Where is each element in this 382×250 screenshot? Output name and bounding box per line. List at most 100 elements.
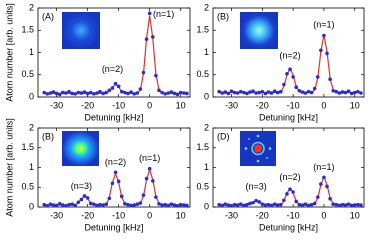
annotation: (n=2) [279,50,300,60]
data-point [337,203,342,208]
x-tick-label: -10 [287,100,300,110]
y-tick-label: 0.5 [196,69,209,79]
data-point [129,90,133,94]
inset-image [62,131,99,166]
data-point [70,202,74,207]
data-point [346,89,351,94]
data-point [352,90,357,95]
x-axis-label: Detuning [kHz] [259,112,318,122]
inset-spot [248,138,250,140]
data-point [82,194,87,198]
data-point [334,89,339,94]
y-tick-label: 1.5 [21,142,34,152]
data-point [101,91,105,96]
data-point [334,202,339,207]
data-point [92,202,96,207]
data-point [297,202,302,207]
panel-label: (A) [42,11,54,21]
data-point [223,90,228,94]
data-point [260,202,265,207]
data-point [300,90,305,94]
data-point [61,90,65,95]
data-point [88,201,93,206]
y-tick-label: 0 [29,201,34,211]
data-point [169,202,174,207]
y-tick-label: 0.5 [21,69,34,79]
data-point [107,88,112,93]
data-point [238,89,243,94]
data-point [135,202,140,207]
data-point [217,89,221,94]
data-point [356,202,360,207]
x-tick-label: -10 [112,100,125,110]
y-tick-label: 1 [29,47,34,57]
data-point [294,199,299,204]
data-point [340,90,345,94]
data-point [269,203,274,208]
data-point [157,202,161,206]
data-point [272,89,277,94]
data-point [163,202,167,207]
data-point [220,91,225,95]
data-point [73,92,78,96]
data-point [48,91,53,95]
y-tick-label: 1.5 [196,142,209,152]
y-tick-label: 2 [204,2,209,12]
data-point [42,202,47,207]
data-point [113,81,118,86]
data-point [144,37,149,41]
data-point [95,91,99,95]
data-point [263,91,268,96]
data-point [126,202,130,207]
data-point [175,92,180,97]
data-point [343,203,348,207]
data-point [160,90,164,95]
annotation: (n=3) [71,181,92,191]
x-tick-label: -20 [81,100,94,110]
data-point [141,70,146,75]
x-tick-label: 10 [176,210,186,220]
plot-frame [37,127,191,208]
data-point [349,91,354,96]
x-axis-label: Detuning [kHz] [84,222,143,232]
y-tick-label: 0.5 [21,182,34,192]
data-point [42,90,47,95]
annotation: (n=2) [105,157,126,167]
data-point [166,91,171,95]
data-point [132,203,136,207]
data-point [129,203,133,208]
data-point [309,202,314,207]
data-point [217,202,221,207]
data-point [119,89,124,94]
data-point [282,198,286,203]
data-point [312,201,317,206]
data-point [315,195,320,199]
y-tick-label: 2 [29,2,34,12]
data-point [147,166,152,171]
data-point [79,91,84,95]
x-tick-label: 10 [176,100,186,110]
data-point [291,190,295,194]
data-point [172,203,177,207]
data-point [147,11,152,16]
data-point [251,89,255,94]
x-tick-label: -20 [256,100,269,110]
x-tick-label: 10 [350,100,360,110]
data-point [248,201,252,206]
data-point [328,77,332,81]
data-point [82,90,87,94]
data-point [359,91,363,95]
data-point [67,202,71,207]
data-point [88,90,93,95]
x-tick-label: 10 [350,210,360,220]
data-point [306,203,311,208]
data-point [238,202,243,207]
data-point [260,89,265,94]
data-point [113,170,118,175]
data-point [61,203,65,207]
data-point [229,204,234,208]
data-point [254,198,258,203]
panel-label: (B) [42,131,54,141]
inset-spot [266,157,268,159]
